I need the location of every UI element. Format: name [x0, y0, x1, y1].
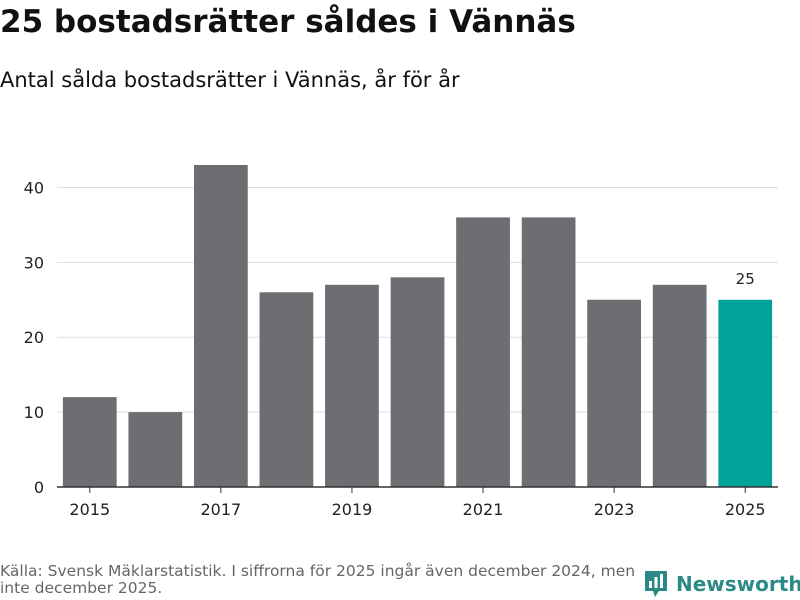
newsworthy-logo-icon	[645, 571, 667, 597]
x-tick-label: 2023	[594, 500, 635, 519]
brand: Newsworthy	[644, 568, 800, 600]
y-tick-label: 0	[34, 478, 44, 497]
bar-2015	[62, 397, 117, 487]
y-axis-ticks: 0 10 20 30 40	[24, 178, 44, 497]
bar-2023	[587, 299, 642, 487]
bar-2024	[652, 284, 707, 487]
bar-2016	[128, 412, 183, 487]
x-tick-label: 2019	[332, 500, 373, 519]
data-labels: 25	[736, 270, 755, 288]
bar-2020	[390, 277, 445, 487]
data-label-2025: 25	[736, 270, 755, 288]
x-tick-label: 2015	[69, 500, 110, 519]
bar-2025	[718, 299, 773, 487]
chart-subtitle: Antal sålda bostadsrätter i Vännäs, år f…	[0, 68, 460, 92]
x-axis-ticks: 2015 2017 2019 2021 2023 2025	[69, 487, 766, 519]
bar-2019	[325, 284, 379, 487]
y-tick-label: 10	[24, 403, 44, 422]
bar-2021	[456, 217, 510, 487]
brand-name: Newsworthy	[676, 572, 800, 596]
bar-2017	[193, 164, 248, 487]
x-tick-label: 2021	[463, 500, 504, 519]
bar-2018	[259, 292, 314, 487]
chart-title: 25 bostadsrätter såldes i Vännäs	[0, 4, 576, 40]
bars	[62, 164, 773, 487]
y-tick-label: 40	[24, 178, 44, 197]
bar-2022	[521, 217, 576, 487]
x-tick-label: 2017	[201, 500, 242, 519]
y-tick-label: 30	[24, 253, 44, 272]
bar-chart: 0 10 20 30 40 25 2015 2017 2019 2021 2023 2025	[24, 164, 778, 519]
source-note: Källa: Svensk Mäklarstatistik. I siffror…	[0, 562, 636, 597]
y-tick-label: 20	[24, 328, 44, 347]
x-tick-label: 2025	[725, 500, 766, 519]
